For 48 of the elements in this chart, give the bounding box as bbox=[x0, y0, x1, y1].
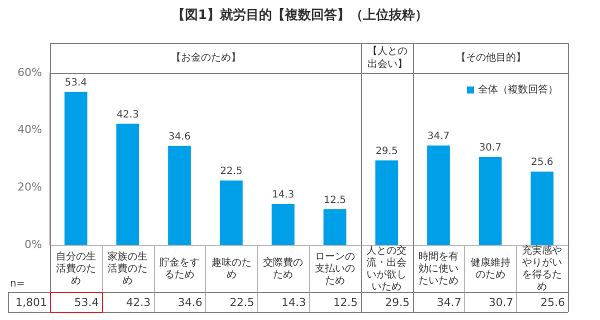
text: 【人との出会い】 bbox=[368, 45, 408, 70]
bar bbox=[168, 146, 191, 245]
text: 29.5 bbox=[376, 146, 398, 158]
y-tick-label: 60% bbox=[18, 66, 42, 79]
text: 30.7 bbox=[479, 142, 502, 154]
data-label: 34.6 bbox=[178, 296, 202, 309]
data-label: 25.6 bbox=[540, 296, 565, 309]
text: 14.3 bbox=[272, 190, 294, 201]
x-tick-label: 貯金をするため bbox=[160, 256, 200, 281]
text: n= bbox=[10, 278, 25, 290]
data-label: 29.5 bbox=[385, 296, 410, 309]
y-tick-label: 20% bbox=[18, 180, 42, 194]
text: 34.7 bbox=[427, 131, 450, 142]
text: 22.5 bbox=[220, 166, 242, 178]
text: 42.3 bbox=[116, 109, 139, 120]
x-tick-label: 家族の生活費のため bbox=[108, 250, 148, 287]
x-tick-label: 時間を有効に使いたいため bbox=[418, 250, 458, 287]
chart-title: 【図1】就労目的【複数回答】（上位抜粋） bbox=[170, 6, 430, 24]
data-label: 30.7 bbox=[488, 296, 514, 309]
data-label: 42.3 bbox=[126, 296, 151, 309]
text: 12.5 bbox=[324, 194, 346, 206]
x-tick-label: 交際費のため bbox=[263, 256, 304, 281]
data-label: 12.5 bbox=[333, 296, 358, 309]
x-tick-label: 人との交流・出会いが欲しいため bbox=[366, 244, 407, 293]
text: 34.6 bbox=[168, 131, 191, 142]
data-label: 22.5 bbox=[230, 296, 254, 309]
bar bbox=[220, 180, 243, 245]
x-tick-label: ローンの支払いのため bbox=[314, 252, 355, 287]
data-label: 34.7 bbox=[436, 296, 462, 309]
x-tick-label: 健康維持のため bbox=[470, 256, 510, 281]
bar bbox=[116, 124, 140, 245]
bar bbox=[64, 92, 88, 245]
legend-label: 全体（複数回答） bbox=[478, 84, 558, 96]
x-tick-label: 趣味のため bbox=[211, 256, 252, 281]
x-tick-label: 自分の生活費のため bbox=[56, 250, 96, 287]
data-label: 14.3 bbox=[282, 296, 306, 309]
text: 25.6 bbox=[530, 157, 554, 168]
x-tick-label: 充実感ややりがいを得るため bbox=[522, 244, 562, 293]
text: 【その他目的】 bbox=[456, 52, 526, 64]
y-tick-label: 0% bbox=[24, 238, 42, 251]
text: 1,801 bbox=[16, 296, 47, 309]
bar bbox=[324, 209, 346, 245]
bar bbox=[375, 160, 398, 245]
text: 53.4 bbox=[64, 78, 88, 89]
y-tick-label: 40% bbox=[18, 123, 42, 136]
bar bbox=[272, 204, 294, 245]
data-label: 53.4 bbox=[74, 296, 99, 309]
text: 【お金のため】 bbox=[171, 52, 241, 64]
